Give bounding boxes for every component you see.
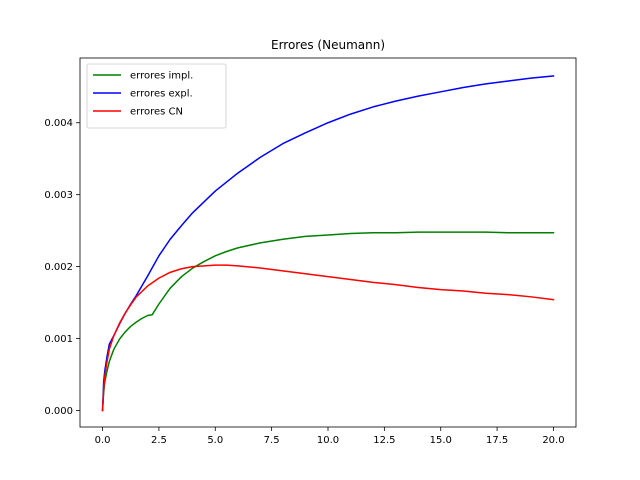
x-tick-label: 20.0 bbox=[542, 435, 564, 446]
legend-label-0: errores impl. bbox=[130, 71, 193, 82]
legend-box bbox=[86, 63, 227, 129]
x-tick-label: 12.5 bbox=[373, 435, 395, 446]
x-tick-label: 17.5 bbox=[486, 435, 508, 446]
axes-layer: 0.0 2.5 5.0 7.5 10.0 12.5 15.0 17.5 20.0 0.000 0.0… bbox=[44, 57, 577, 446]
series-line-0 bbox=[101, 231, 555, 412]
y-tick-label: 0.002 bbox=[44, 262, 73, 273]
x-tick-label: 0.0 bbox=[95, 435, 111, 446]
y-tick-label: 0.003 bbox=[44, 190, 73, 201]
series-layer bbox=[101, 75, 555, 412]
legend: errores impl. errores expl. errores CN bbox=[86, 63, 227, 129]
y-tick-label: 0.004 bbox=[44, 118, 73, 129]
y-tick-label: 0.000 bbox=[44, 406, 73, 417]
x-tick-label: 10.0 bbox=[317, 435, 339, 446]
x-tick-label: 7.5 bbox=[264, 435, 280, 446]
x-tick-label: 5.0 bbox=[207, 435, 223, 446]
legend-label-2: errores CN bbox=[130, 107, 183, 118]
x-tick-label: 15.0 bbox=[430, 435, 452, 446]
y-tick-label: 0.001 bbox=[44, 334, 73, 345]
chart-title: Errores (Neumann) bbox=[271, 38, 385, 52]
legend-label-1: errores expl. bbox=[130, 89, 193, 100]
x-tick-label: 2.5 bbox=[151, 435, 167, 446]
series-line-2 bbox=[101, 264, 555, 412]
